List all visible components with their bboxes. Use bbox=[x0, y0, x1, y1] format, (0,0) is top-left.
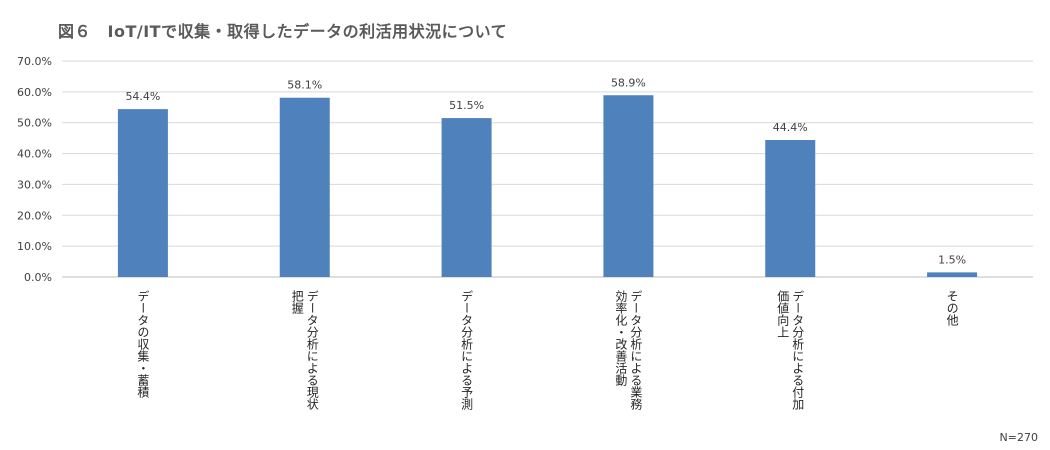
bar-value-label: 1.5% bbox=[938, 253, 966, 266]
category-label: データ分析による付加 bbox=[791, 290, 805, 411]
chart-title: 図６ IoT/ITで収集・取得したデータの利活用状況について bbox=[58, 22, 508, 41]
y-tick-label: 20.0% bbox=[17, 209, 52, 222]
bar-value-label: 51.5% bbox=[449, 99, 484, 112]
bar bbox=[603, 95, 654, 277]
category-label: その他 bbox=[945, 290, 959, 326]
y-tick-label: 70.0% bbox=[17, 55, 52, 68]
category-label: データ分析による予測 bbox=[460, 290, 474, 411]
y-tick-label: 60.0% bbox=[17, 86, 52, 99]
bar-value-label: 58.9% bbox=[611, 76, 646, 89]
bar-value-label: 44.4% bbox=[773, 121, 808, 134]
category-label: データ分析による業務 bbox=[629, 290, 643, 411]
y-tick-label: 40.0% bbox=[17, 148, 52, 161]
y-tick-label: 0.0% bbox=[24, 271, 52, 284]
category-label: 効率化・改善活動 bbox=[614, 289, 628, 386]
bar-value-label: 58.1% bbox=[287, 79, 322, 92]
category-label: 価値向上 bbox=[776, 290, 790, 338]
category-label: データ分析による現状 bbox=[305, 290, 319, 410]
y-tick-label: 10.0% bbox=[17, 240, 52, 253]
y-tick-label: 30.0% bbox=[17, 178, 52, 191]
bar bbox=[927, 272, 978, 277]
sample-size-note: N=270 bbox=[999, 431, 1038, 444]
category-label: 把握 bbox=[290, 290, 304, 315]
bar bbox=[279, 97, 330, 277]
bar-value-label: 54.4% bbox=[125, 90, 160, 103]
bar bbox=[765, 139, 816, 277]
bar bbox=[117, 109, 168, 277]
category-label: データの収集・蓄積 bbox=[136, 290, 150, 399]
y-tick-label: 50.0% bbox=[17, 117, 52, 130]
bar bbox=[441, 118, 492, 277]
